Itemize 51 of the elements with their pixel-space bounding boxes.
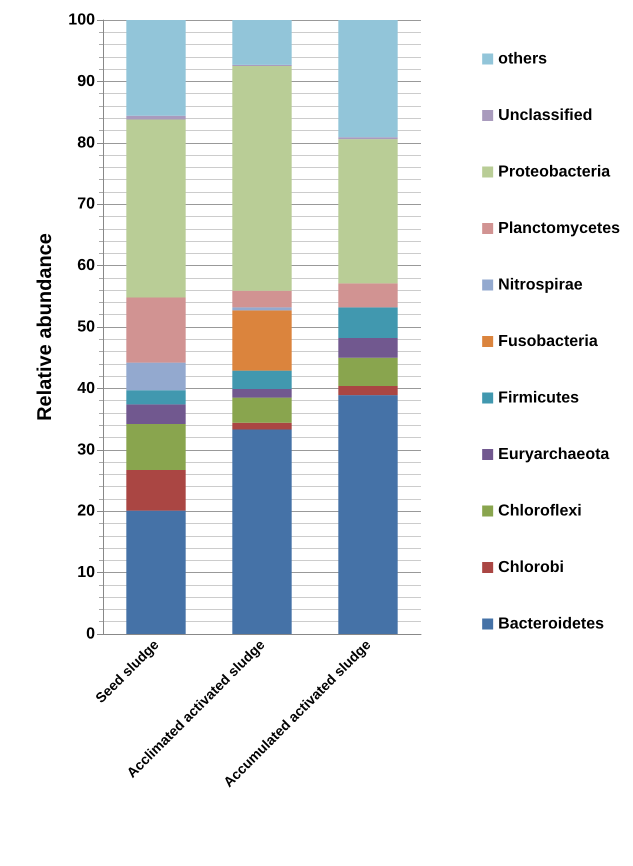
bar bbox=[338, 20, 398, 138]
bar bbox=[338, 283, 398, 308]
y-tick-label: 100 bbox=[68, 12, 96, 28]
bar bbox=[126, 20, 186, 116]
legend-label: Planctomycetes bbox=[498, 220, 620, 237]
bar bbox=[338, 358, 398, 386]
y-tick-label: 60 bbox=[77, 257, 96, 274]
y-axis-title: Relative abundance bbox=[34, 233, 56, 421]
y-tick-label: 10 bbox=[77, 564, 96, 582]
legend-label: Fusobacteria bbox=[498, 333, 598, 350]
bar bbox=[338, 338, 398, 358]
bar bbox=[232, 422, 292, 430]
y-tick-label: 0 bbox=[86, 626, 96, 642]
bar bbox=[232, 310, 292, 371]
legend-label: others bbox=[498, 50, 548, 68]
y-tick-label: 50 bbox=[77, 318, 96, 336]
bar bbox=[338, 139, 398, 284]
bar bbox=[232, 307, 292, 310]
y-tick-label: 40 bbox=[77, 380, 96, 397]
bar bbox=[232, 20, 292, 65]
bar bbox=[232, 370, 292, 390]
bar bbox=[338, 395, 398, 634]
legend-label: Nitrospirae bbox=[498, 276, 583, 294]
bar bbox=[338, 386, 398, 396]
bar bbox=[232, 66, 292, 291]
bar bbox=[338, 307, 398, 338]
legend-label: Unclassified bbox=[498, 107, 592, 124]
bar bbox=[126, 424, 186, 470]
bar bbox=[126, 470, 186, 511]
bar bbox=[232, 430, 292, 634]
bar bbox=[126, 510, 186, 634]
legend-label: Euryarchaeota bbox=[498, 446, 610, 463]
bar bbox=[126, 390, 186, 404]
y-tick-label: 90 bbox=[77, 72, 96, 90]
legend-label: Chloroflexi bbox=[498, 502, 582, 520]
bar bbox=[126, 298, 186, 363]
bar bbox=[126, 119, 186, 298]
bar bbox=[232, 290, 292, 308]
y-tick-label: 70 bbox=[77, 196, 96, 213]
y-tick-label: 20 bbox=[77, 502, 96, 520]
bar bbox=[232, 398, 292, 423]
legend-label: Proteobacteria bbox=[498, 164, 610, 180]
legend-label: Chlorobi bbox=[498, 559, 564, 576]
bar bbox=[232, 389, 292, 398]
legend-label: Bacteroidetes bbox=[498, 616, 604, 632]
y-tick-label: 80 bbox=[77, 134, 96, 152]
bar bbox=[126, 362, 186, 390]
legend-label: Firmicutes bbox=[498, 390, 580, 406]
bar bbox=[126, 404, 186, 424]
bar bbox=[126, 116, 186, 120]
y-tick-label: 30 bbox=[77, 441, 96, 458]
